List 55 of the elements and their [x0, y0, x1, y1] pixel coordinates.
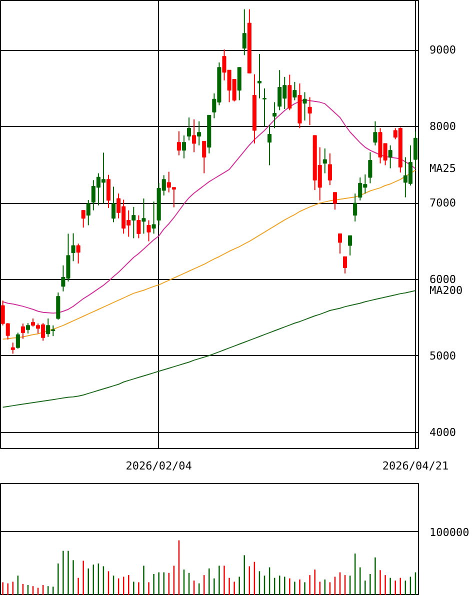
candlestick	[257, 54, 262, 99]
candlestick	[242, 8, 246, 56]
candlestick	[112, 186, 116, 223]
candlestick	[176, 130, 181, 156]
candlestick	[322, 148, 327, 174]
y-tick-label: 4000	[430, 426, 456, 439]
candlestick	[338, 233, 342, 254]
series-label: MA25	[430, 162, 456, 176]
candlestick	[136, 214, 141, 239]
candlestick	[106, 174, 111, 209]
candlestick	[348, 235, 352, 256]
candlestick	[237, 66, 242, 101]
series-label: MA200	[430, 284, 463, 298]
candlestick	[388, 144, 392, 169]
x-tick-label: 2026/02/04	[126, 460, 192, 472]
candlestick	[413, 130, 418, 169]
candlestick	[132, 206, 136, 239]
candlestick	[343, 256, 348, 274]
candlestick	[76, 243, 80, 264]
y-tick-label: 8000	[430, 120, 456, 134]
candlestick	[302, 92, 307, 122]
candlestick	[146, 220, 151, 242]
candlestick	[152, 201, 156, 234]
candlestick	[292, 81, 297, 101]
candlestick	[268, 124, 272, 166]
candlestick	[71, 232, 76, 262]
x-tick-label: 2026/04/21	[382, 460, 449, 472]
candlestick	[26, 322, 30, 334]
candlestick	[288, 74, 292, 111]
text: 100000	[430, 526, 470, 539]
candlestick	[353, 193, 358, 222]
candlestick	[373, 120, 378, 146]
line-series	[2, 290, 416, 408]
candlestick	[328, 152, 332, 186]
candlestick	[187, 116, 192, 141]
y-tick-label: 5000	[430, 349, 456, 362]
y-tick-label: 7000	[430, 196, 456, 210]
candlestick	[197, 120, 202, 146]
candlestick	[368, 152, 372, 184]
candlestick	[182, 134, 186, 159]
candlestick	[56, 292, 60, 320]
candlestick	[262, 88, 267, 127]
candlestick	[202, 140, 206, 174]
candlestick	[272, 102, 277, 129]
y-tick-label: 9000	[430, 44, 456, 57]
candlestick	[192, 118, 196, 153]
y-tick-label: 6000	[430, 273, 456, 286]
candlestick	[16, 332, 20, 350]
candlestick	[10, 342, 15, 354]
candlestick	[142, 198, 146, 234]
candlestick	[86, 200, 90, 226]
candlestick	[20, 323, 25, 340]
candlestick	[332, 192, 337, 210]
candlestick	[308, 96, 312, 126]
candlestick	[81, 210, 86, 228]
